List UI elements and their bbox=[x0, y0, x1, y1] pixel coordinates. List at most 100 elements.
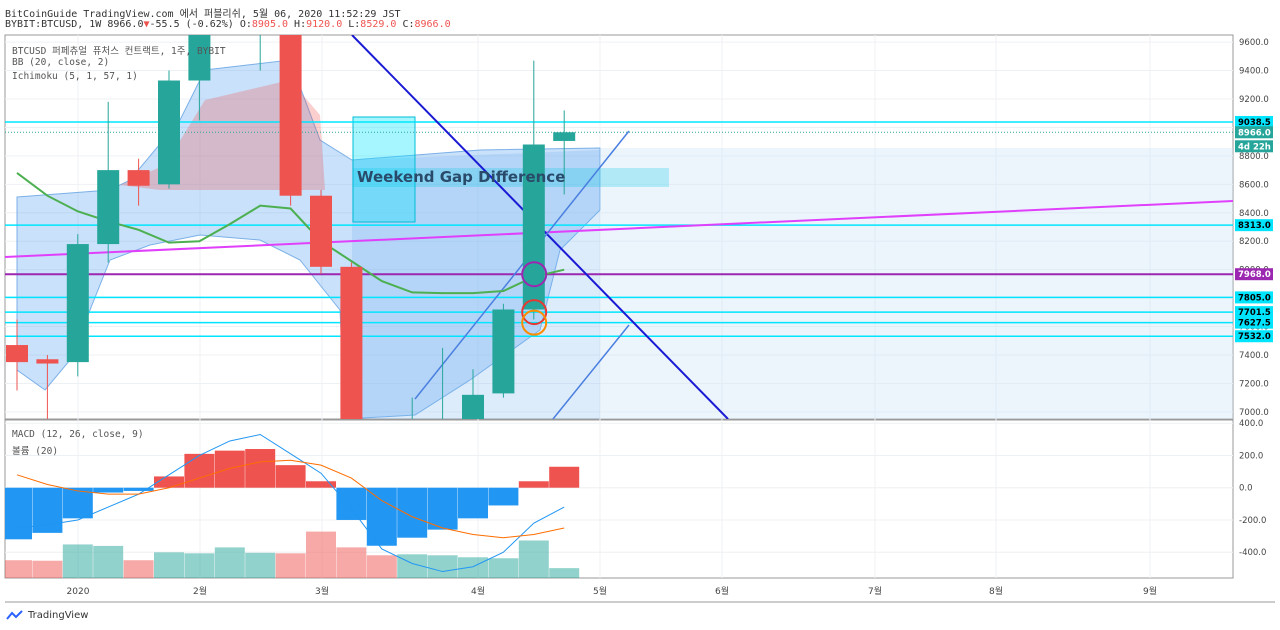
macd-histogram-bar bbox=[5, 487, 32, 540]
macd-histogram-bar bbox=[245, 449, 276, 488]
volume-bar bbox=[32, 560, 63, 578]
legend-ichimoku: Ichimoku (5, 1, 57, 1) bbox=[12, 71, 138, 82]
volume-bar bbox=[245, 552, 276, 578]
macd-histogram-bar bbox=[184, 453, 215, 488]
y-tick-label: 9200.0 bbox=[1239, 95, 1269, 105]
price-tag-label: 8966.0 bbox=[1238, 128, 1271, 138]
candle-body bbox=[127, 170, 150, 186]
macd-histogram-bar bbox=[397, 487, 428, 538]
candle-body bbox=[188, 35, 211, 81]
candle-body bbox=[522, 144, 545, 310]
tradingview-icon bbox=[6, 610, 23, 620]
volume-bar bbox=[93, 545, 124, 578]
x-tick-label: 7월 bbox=[868, 585, 882, 597]
candle-body bbox=[340, 266, 363, 419]
price-change: -55.5 (-0.62%) bbox=[149, 19, 234, 30]
macd-histogram-bar bbox=[275, 465, 306, 488]
macd-y-tick-label: -200.0 bbox=[1239, 516, 1266, 526]
signal-line bbox=[16, 459, 565, 539]
price-tag bbox=[1235, 115, 1273, 128]
candle-body bbox=[310, 195, 332, 267]
low-label: L: bbox=[348, 19, 361, 30]
macd-pane bbox=[4, 419, 1234, 579]
volume-bar bbox=[275, 553, 306, 578]
macd-y-tick-label: -400.0 bbox=[1239, 548, 1266, 558]
y-tick-label: 9400.0 bbox=[1239, 67, 1269, 77]
price-tag-label: 7805.0 bbox=[1238, 293, 1271, 303]
projection-area bbox=[600, 148, 1233, 419]
x-tick-label: 9월 bbox=[1143, 585, 1157, 597]
tradingview-logo[interactable]: TradingView bbox=[6, 609, 88, 621]
volume-bar bbox=[154, 552, 184, 578]
macd-histogram-bar bbox=[62, 487, 93, 519]
price-tag bbox=[1235, 330, 1273, 343]
price-tag bbox=[1235, 316, 1273, 329]
y-tick-label: 7000.0 bbox=[1239, 408, 1269, 418]
volume-bar bbox=[366, 555, 397, 578]
publish-info: BitCoinGuide TradingView.com 에서 퍼블리쉬, 5월… bbox=[5, 9, 401, 20]
y-tick-label: 8200.0 bbox=[1239, 237, 1269, 247]
macd-histogram-bar bbox=[123, 487, 154, 491]
candle-body bbox=[158, 80, 180, 185]
ohlc-header: BYBIT:BTCUSD, 1W 8966.0▼-55.5 (-0.62%) O… bbox=[5, 19, 451, 30]
x-tick-label: 5월 bbox=[593, 585, 607, 597]
price-tag-label: 7627.5 bbox=[1238, 319, 1271, 329]
volume-bar bbox=[488, 558, 519, 578]
legend-title: BTCUSD 퍼페츄얼 퓨처스 컨트랙트, 1주, BYBIT bbox=[12, 46, 226, 57]
volume-bar bbox=[62, 544, 93, 578]
macd-histogram-bar bbox=[93, 487, 124, 493]
orange-marker-icon bbox=[521, 309, 548, 336]
candle-body bbox=[553, 132, 576, 141]
macd-histogram-bar bbox=[154, 476, 184, 488]
channel-upper-line bbox=[414, 130, 630, 400]
y-tick-label: 8400.0 bbox=[1239, 209, 1269, 219]
candle-body bbox=[97, 170, 120, 245]
candle-body bbox=[36, 359, 59, 364]
price-tag bbox=[1235, 219, 1273, 232]
x-tick-label: 2020 bbox=[67, 587, 90, 597]
candle-body bbox=[66, 244, 89, 363]
volume-bar bbox=[123, 560, 154, 578]
high-label: H: bbox=[294, 19, 307, 30]
volume-bar bbox=[5, 560, 32, 578]
volume-bar bbox=[306, 531, 336, 578]
macd-histogram-bar bbox=[214, 450, 245, 488]
weekend-gap-label: Weekend Gap Difference bbox=[357, 168, 565, 186]
x-tick-label: 3월 bbox=[315, 585, 329, 597]
publish-header: BitCoinGuide TradingView.com 에서 퍼블리쉬, 5월… bbox=[5, 5, 401, 20]
close-label: C: bbox=[402, 19, 415, 30]
macd-y-tick-label: 400.0 bbox=[1239, 419, 1263, 429]
macd-y-tick-label: 200.0 bbox=[1239, 451, 1263, 461]
volume-bar bbox=[518, 540, 549, 578]
price-plot bbox=[5, 35, 1233, 419]
x-tick-label: 6월 bbox=[715, 585, 729, 597]
change-arrow-icon: ▼ bbox=[143, 19, 150, 30]
price-tag bbox=[1235, 126, 1273, 139]
channel-lower-line bbox=[552, 324, 630, 419]
candle-body bbox=[279, 35, 302, 196]
magenta-trend-line bbox=[5, 200, 1233, 258]
red-marker-icon bbox=[521, 299, 548, 326]
candle-body bbox=[492, 309, 515, 394]
price-tag-label: 8313.0 bbox=[1238, 221, 1271, 231]
volume-bar bbox=[458, 557, 488, 578]
price-tag-label: 9038.5 bbox=[1238, 118, 1271, 128]
macd-line bbox=[16, 433, 565, 573]
y-tick-label: 9600.0 bbox=[1239, 38, 1269, 48]
volume-bar bbox=[336, 547, 367, 578]
candle-body bbox=[6, 345, 28, 363]
price-tag bbox=[1235, 306, 1273, 319]
x-tick-label: 2월 bbox=[193, 585, 207, 597]
macd-histogram-bar bbox=[488, 487, 519, 506]
x-tick-label: 8월 bbox=[989, 585, 1003, 597]
y-tick-label: 8600.0 bbox=[1239, 180, 1269, 190]
y-tick-label: 7400.0 bbox=[1239, 351, 1269, 361]
symbol-info: BYBIT:BTCUSD, 1W 8966.0 bbox=[5, 19, 144, 30]
price-tag bbox=[1235, 268, 1273, 281]
legend-bb: BB (20, close, 2) bbox=[12, 57, 110, 68]
candle-body bbox=[462, 394, 484, 419]
volume-bar bbox=[184, 553, 215, 578]
weekend-gap-box bbox=[352, 116, 416, 223]
macd-histogram-bar bbox=[458, 487, 488, 519]
